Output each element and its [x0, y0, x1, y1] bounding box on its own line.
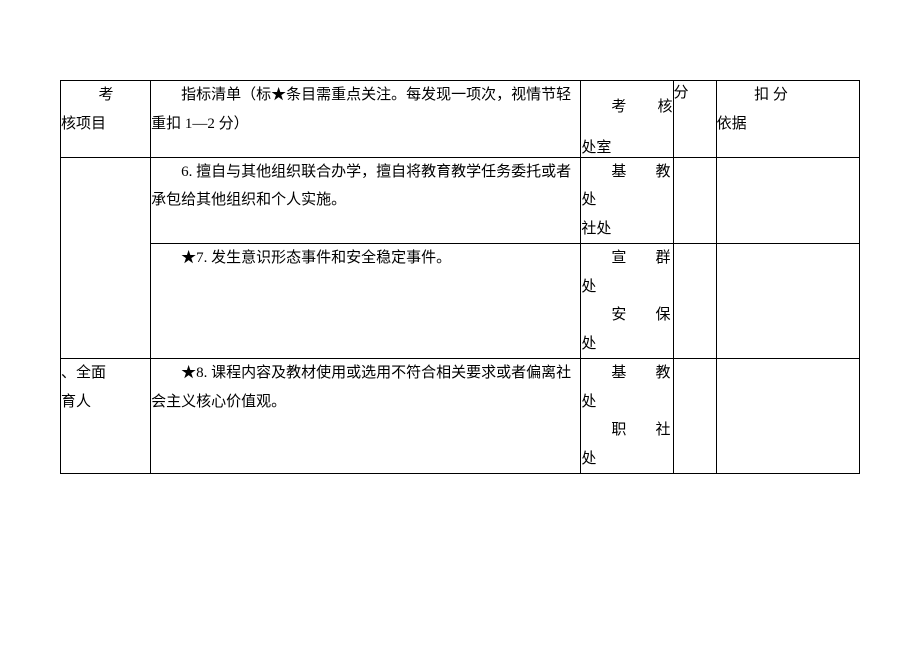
- basis-cell: [716, 244, 859, 359]
- score-cell: [673, 359, 716, 474]
- basis-cell: [716, 359, 859, 474]
- dept-cell: 基 教 处 社处: [581, 157, 673, 244]
- header-basis: 扣 分 依据: [716, 81, 859, 158]
- score-cell: [673, 244, 716, 359]
- header-indicator: 指标清单（标★条目需重点关注。每发现一项次，视情节轻重扣 1—2 分）: [151, 81, 581, 158]
- table-row: 6. 擅自与其他组织联合办学，擅自将教育教学任务委托或者承包给其他组织和个人实施…: [61, 157, 860, 244]
- header-category-l1: 考: [99, 87, 114, 103]
- basis-cell: [716, 157, 859, 244]
- category-cell: [61, 157, 151, 359]
- category-cell: 、全面 育人: [61, 359, 151, 474]
- table-header-row: 考 核项目 指标清单（标★条目需重点关注。每发现一项次，视情节轻重扣 1—2 分…: [61, 81, 860, 158]
- score-cell: [673, 157, 716, 244]
- dept-cell: 宣 群 处 安 保 处: [581, 244, 673, 359]
- header-category-l2: 核项目: [61, 110, 150, 139]
- header-score: 分: [673, 81, 716, 158]
- indicator-cell: ★7. 发生意识形态事件和安全稳定事件。: [151, 244, 581, 359]
- dept-cell: 基 教 处 职 社 处: [581, 359, 673, 474]
- indicator-cell: ★8. 课程内容及教材使用或选用不符合相关要求或者偏离社会主义核心价值观。: [151, 359, 581, 474]
- table-row: 、全面 育人 ★8. 课程内容及教材使用或选用不符合相关要求或者偏离社会主义核心…: [61, 359, 860, 474]
- header-category: 考 核项目: [61, 81, 151, 158]
- header-dept: 考 核 处室: [581, 81, 673, 158]
- table-row: ★7. 发生意识形态事件和安全稳定事件。 宣 群 处 安 保 处: [61, 244, 860, 359]
- indicator-cell: 6. 擅自与其他组织联合办学，擅自将教育教学任务委托或者承包给其他组织和个人实施…: [151, 157, 581, 244]
- assessment-table: 考 核项目 指标清单（标★条目需重点关注。每发现一项次，视情节轻重扣 1—2 分…: [60, 80, 860, 474]
